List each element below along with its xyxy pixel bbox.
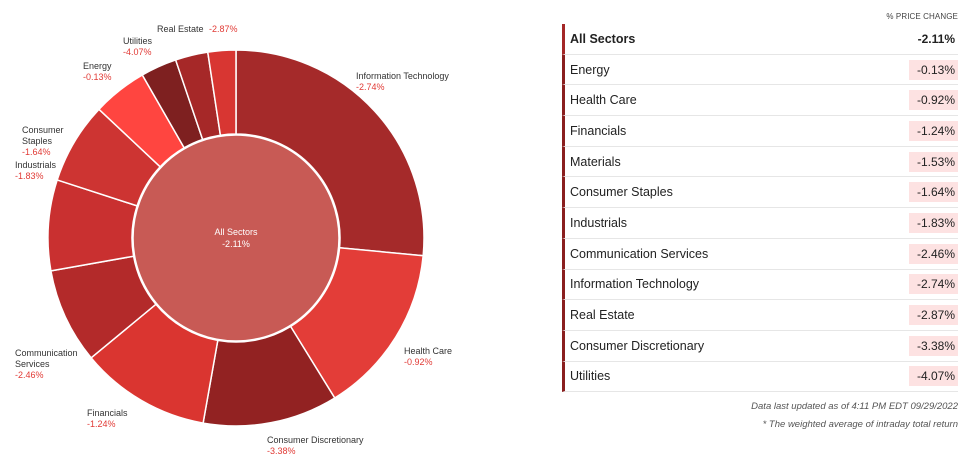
slice-information-technology[interactable] [235,49,425,257]
center-label-value: -2.11% [222,239,250,249]
label-industrials-name: Industrials [15,160,57,170]
table-row[interactable]: Real Estate -2.87% [562,300,958,331]
row-name: Consumer Staples [570,185,673,200]
label-consumer-staples-name: Consumer Staples [22,125,64,146]
table-header: % PRICE CHANGE [886,12,958,21]
center-label: All Sectors -2.11% [186,226,286,250]
row-value: -1.53% [908,151,958,172]
row-name: Energy [570,62,610,77]
label-energy: Energy -0.13% [83,61,112,83]
sector-donut-chart: All Sectors -2.11% Information Technolog… [15,24,452,457]
table-row[interactable]: Consumer Discretionary -3.38% [562,330,958,362]
label-utilities-name: Utilities [123,36,153,46]
table-row[interactable]: All Sectors -2.11% [562,24,958,55]
table-row[interactable]: Industrials -1.83% [562,208,958,239]
table-row[interactable]: Financials -1.24% [562,116,958,147]
label-consumer-staples-value: -1.64% [22,147,51,157]
label-energy-name: Energy [83,61,112,71]
last-updated-note: Data last updated as of 4:11 PM EDT 09/2… [751,401,958,413]
table-rows: All Sectors -2.11% Energy -0.13% Health Ca… [562,24,958,393]
label-communication-services-value: -2.46% [15,370,44,380]
table-row[interactable]: Consumer Staples -1.64% [562,177,958,209]
row-name: Utilities [570,369,611,384]
row-value: -0.13% [908,59,958,80]
label-industrials: Industrials -1.83% [15,160,56,182]
table-row[interactable]: Energy -0.13% [562,54,958,86]
label-utilities: Utilities -4.07% [123,36,152,58]
label-industrials-value: -1.83% [15,171,44,181]
footnote: * The weighted average of intraday total… [762,419,958,431]
row-name: Real Estate [570,308,635,323]
center-label-name: All Sectors [214,227,258,237]
label-consumer-discretionary-value: -3.38% [267,446,296,456]
table-row[interactable]: Utilities -4.07% [562,361,958,393]
center-circle[interactable] [132,134,340,342]
row-value: -0.92% [908,90,958,111]
label-communication-services-name: Communication Services [15,348,78,369]
donut-svg [47,49,425,427]
label-information-technology-name: Information Technology [356,71,449,81]
row-value: -2.11% [917,31,955,46]
row-name: Information Technology [570,277,700,292]
row-name: Communication Services [570,246,709,261]
label-health-care: Health Care -0.92% [404,346,452,368]
row-name: All Sectors [570,31,636,46]
table-row[interactable]: Health Care -0.92% [562,85,958,117]
sector-table: % PRICE CHANGE All Sectors -2.11% Energy -… [562,10,958,432]
label-health-care-value: -0.92% [404,357,433,367]
row-value: -3.38% [908,335,958,356]
label-energy-value: -0.13% [83,72,112,82]
row-value: -1.83% [908,212,958,233]
table-row[interactable]: Communication Services -2.46% [562,238,958,270]
row-value: -1.64% [908,182,958,203]
label-financials: Financials -1.24% [87,408,128,430]
row-value: -1.24% [908,120,958,141]
label-financials-name: Financials [87,408,128,418]
label-financials-value: -1.24% [87,419,116,429]
row-value: -2.46% [908,243,958,264]
table-row[interactable]: Information Technology -2.74% [562,269,958,301]
label-real-estate: Real Estate -2.87% [157,24,238,35]
row-name: Financials [570,123,627,138]
label-utilities-value: -4.07% [123,47,152,57]
label-consumer-discretionary: Consumer Discretionary -3.38% [267,435,364,457]
label-real-estate-value: -2.87% [209,24,238,34]
row-name: Industrials [570,215,627,230]
label-real-estate-name: Real Estate [157,24,204,34]
label-consumer-staples: Consumer Staples -1.64% [22,125,70,158]
label-health-care-name: Health Care [404,346,453,356]
row-value: -2.74% [908,274,958,295]
row-name: Materials [570,154,621,169]
label-consumer-discretionary-name: Consumer Discretionary [267,435,364,445]
label-information-technology: Information Technology -2.74% [356,71,449,93]
slice-unlabeled[interactable] [206,49,237,137]
row-name: Consumer Discretionary [570,338,705,353]
row-value: -4.07% [908,366,958,387]
row-name: Health Care [570,93,637,108]
table-row[interactable]: Materials -1.53% [562,146,958,178]
label-information-technology-value: -2.74% [356,82,385,92]
row-value: -2.87% [908,305,958,326]
label-communication-services: Communication Services -2.46% [15,348,91,381]
